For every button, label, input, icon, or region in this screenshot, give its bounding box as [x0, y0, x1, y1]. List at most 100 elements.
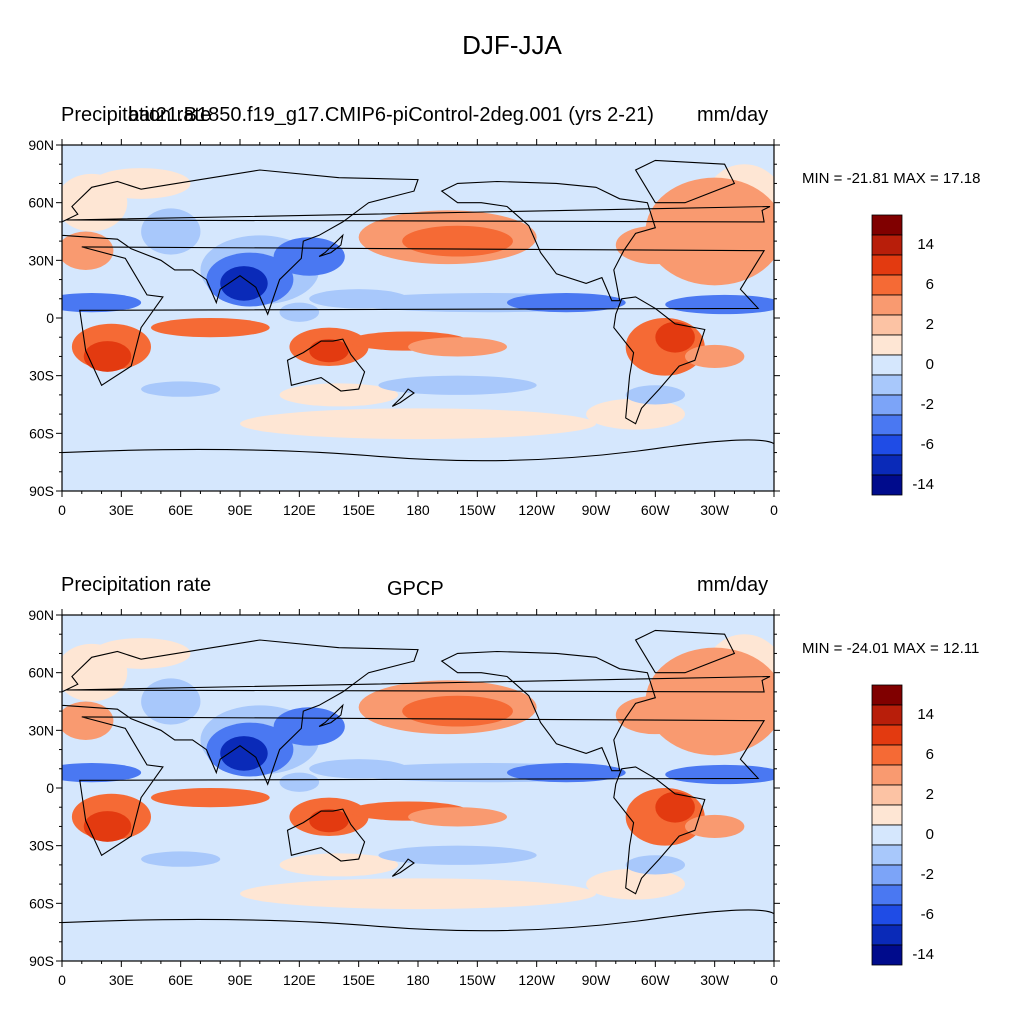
anomaly-region: [62, 231, 114, 270]
australia-outline: [286, 808, 366, 862]
lon-tick-label: 0: [58, 972, 66, 988]
anomaly-region: [279, 772, 320, 792]
anomaly-region: [615, 225, 695, 265]
lon-tick-label: 90E: [228, 972, 253, 988]
anomaly-region: [506, 293, 626, 313]
colorbar: 14 6 2 0 -2 -6 -14: [871, 684, 934, 966]
anomaly-region: [91, 168, 191, 199]
lon-tick-label: 150W: [459, 502, 496, 518]
anomaly-region: [279, 853, 399, 877]
anomaly-region: [279, 302, 320, 322]
colorbar-swatch: [871, 924, 903, 946]
lat-tick-label: 90N: [28, 137, 54, 153]
lat-tick-label: 60N: [28, 665, 54, 681]
anomaly-region: [220, 266, 268, 301]
japan-outline: [318, 233, 344, 258]
colorbar-swatch: [871, 434, 903, 456]
anomaly-region: [309, 289, 409, 309]
lon-tick-label: 180: [406, 972, 430, 988]
anomaly-region: [273, 237, 345, 276]
anomaly-region: [402, 695, 513, 727]
coastlines: [62, 159, 774, 462]
south-america-outline: [613, 296, 706, 425]
colorbar-swatch: [871, 724, 903, 746]
uk-outline: [65, 205, 771, 223]
anomaly-region: [141, 381, 221, 397]
lon-tick-label: 60W: [641, 972, 671, 988]
colorbar-swatch: [871, 314, 903, 336]
colorbar-swatch: [871, 254, 903, 276]
colorbar-swatch: [871, 474, 903, 496]
colorbar-label: 0: [926, 826, 934, 843]
lon-tick-label: 30W: [700, 972, 730, 988]
anomaly-region: [151, 788, 270, 808]
greenland-outline: [634, 159, 736, 204]
colorbar-swatch: [871, 274, 903, 296]
lon-tick-label: 0: [58, 502, 66, 518]
anomaly-field: [62, 145, 774, 491]
lon-tick-label: 90W: [582, 502, 612, 518]
anomaly-region: [83, 811, 132, 842]
anomaly-region: [240, 408, 596, 440]
anomaly-region: [685, 814, 745, 838]
africa-outline: [79, 716, 766, 857]
colorbar-swatch: [871, 454, 903, 476]
figure-title: DJF-JJA: [462, 30, 562, 60]
lon-tick-label: 30W: [700, 502, 730, 518]
colorbar-label: 2: [926, 786, 934, 803]
lon-tick-label: 0: [770, 972, 778, 988]
lon-tick-label: 60E: [168, 972, 193, 988]
lat-tick-label: 60S: [29, 425, 54, 441]
colorbar-swatch: [871, 784, 903, 806]
anomaly-region: [279, 383, 399, 407]
lon-tick-label: 180: [406, 502, 430, 518]
lat-tick-label: 90S: [29, 953, 54, 969]
lat-tick-label: 30S: [29, 368, 54, 384]
anomaly-region: [615, 695, 695, 735]
colorbar-swatch: [871, 864, 903, 886]
south-america-outline: [613, 766, 706, 895]
anomaly-region: [506, 763, 626, 783]
anomaly-region: [62, 293, 142, 313]
lat-tick-label: 90N: [28, 607, 54, 623]
anomaly-region: [220, 736, 268, 771]
anomaly-region: [655, 791, 695, 823]
lat-tick-label: 90S: [29, 483, 54, 499]
japan-outline: [318, 703, 344, 728]
colorbar-swatch: [871, 844, 903, 866]
colorbar-swatch: [871, 744, 903, 766]
lon-tick-label: 90E: [228, 502, 253, 518]
panel-right-title: mm/day: [697, 574, 769, 596]
anomaly-region: [62, 763, 142, 783]
colorbar-label: -6: [921, 906, 934, 923]
colorbar-swatch: [871, 704, 903, 726]
lon-tick-label: 60E: [168, 502, 193, 518]
colorbar-swatch: [871, 764, 903, 786]
lon-tick-label: 90W: [582, 972, 612, 988]
anomaly-field: [62, 615, 774, 961]
anomaly-region: [151, 318, 270, 338]
lat-tick-label: 30S: [29, 838, 54, 854]
anomaly-region: [83, 341, 132, 372]
lon-tick-label: 120E: [283, 972, 316, 988]
panel-left-title: Precipitation rate: [61, 104, 212, 126]
colorbar-label: -2: [921, 396, 934, 413]
uk-outline: [65, 675, 771, 693]
north-america-outline: [440, 180, 656, 302]
colorbar-label: 0: [926, 356, 934, 373]
colorbar-label: -14: [912, 476, 934, 493]
anomaly-region: [586, 868, 685, 900]
new-zealand-outline: [391, 388, 415, 407]
anomaly-region: [141, 851, 221, 867]
colorbar-label: 14: [917, 706, 934, 723]
lon-tick-label: 150W: [459, 972, 496, 988]
colorbar-swatch: [871, 904, 903, 926]
australia-outline: [286, 338, 366, 392]
colorbar-swatch: [871, 374, 903, 396]
colorbar-swatch: [871, 884, 903, 906]
anomaly-region: [665, 294, 774, 315]
lat-tick-label: 0: [46, 780, 54, 796]
colorbar-swatch: [871, 824, 903, 846]
anomaly-region: [240, 878, 596, 910]
lat-tick-label: 30N: [28, 722, 54, 738]
